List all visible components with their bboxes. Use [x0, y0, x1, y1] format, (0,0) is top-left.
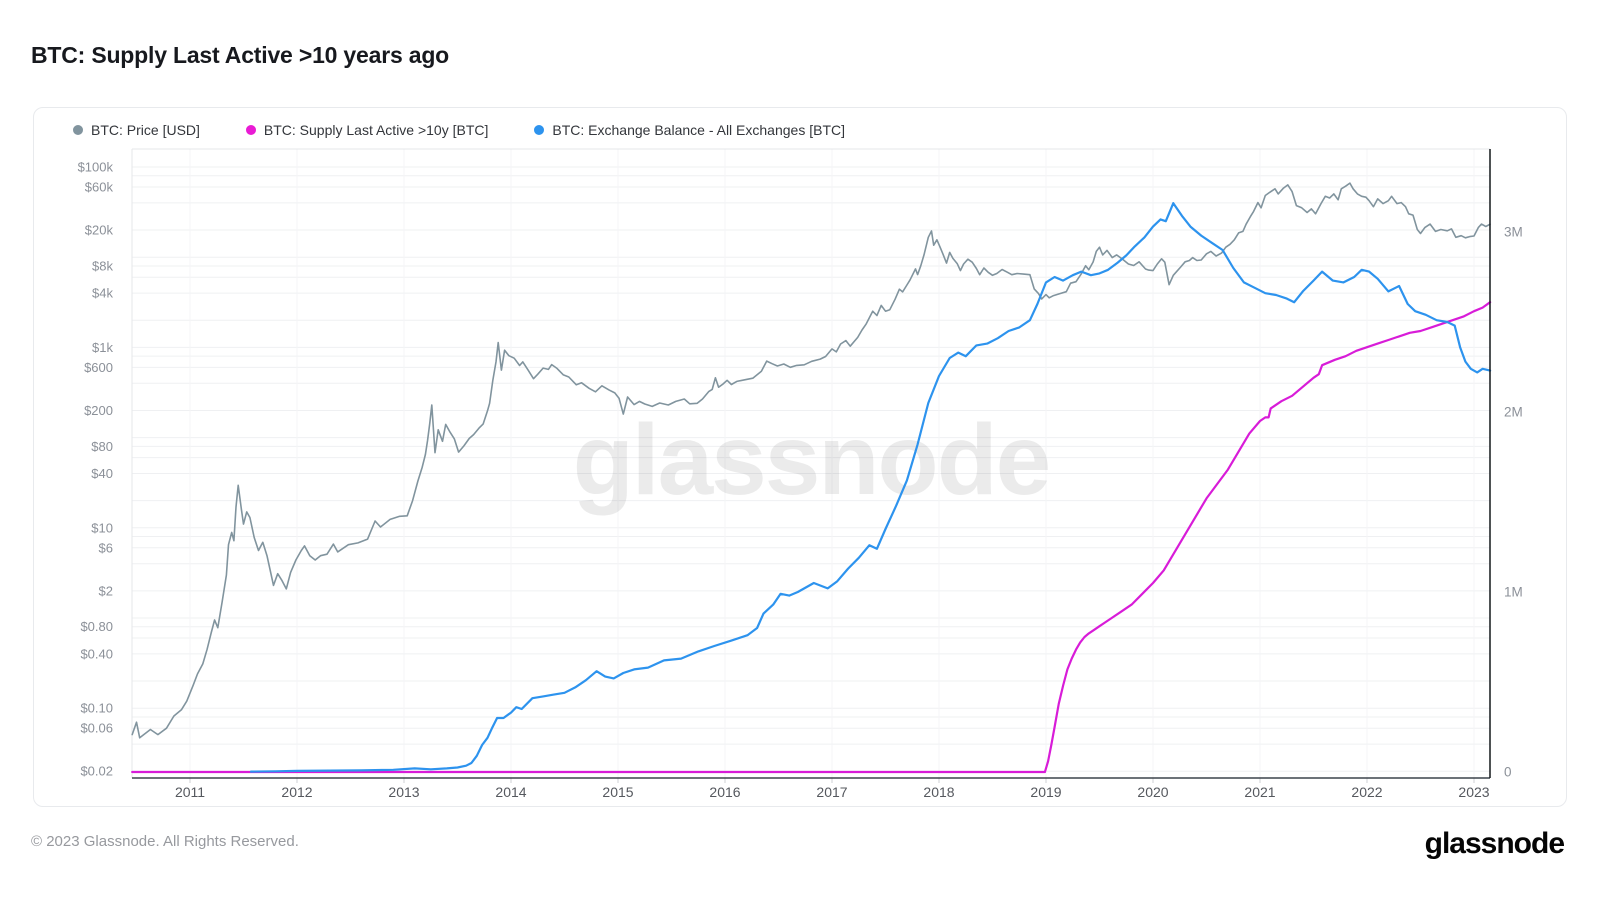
x-tick-label: 2017 [816, 784, 847, 800]
x-tick-label: 2018 [923, 784, 954, 800]
x-tick-label: 2016 [709, 784, 740, 800]
x-tick-label: 2023 [1458, 784, 1489, 800]
y-left-tick-label: $200 [84, 403, 113, 418]
x-tick-label: 2012 [281, 784, 312, 800]
y-left-tick-label: $4k [92, 286, 113, 301]
legend-item-price[interactable]: BTC: Price [USD] [73, 122, 200, 138]
y-right-tick-label: 0 [1504, 765, 1512, 780]
legend-item-supply[interactable]: BTC: Supply Last Active >10y [BTC] [245, 122, 489, 138]
x-tick-label: 2022 [1351, 784, 1382, 800]
supply-series-line [131, 301, 1492, 774]
exchange-series-dot-icon [534, 125, 545, 135]
x-tick-label: 2020 [1137, 784, 1168, 800]
y-left-tick-label: $80 [91, 439, 113, 454]
x-tick-label: 2019 [1030, 784, 1061, 800]
chart-legend: BTC: Price [USD] BTC: Supply Last Active… [73, 122, 845, 138]
price-series-dot-icon [73, 125, 83, 135]
y-left-tick-label: $600 [84, 360, 113, 375]
y-right-tick-label: 1M [1504, 585, 1523, 600]
price-series-line [131, 182, 1491, 739]
chart-plot-area[interactable]: glassnode $100k $60k $20k $8k $4k $1k $600 $200 $… [34, 108, 1566, 806]
y-left-tick-label: $10 [91, 520, 113, 535]
y-left-tick-label: $100k [78, 160, 114, 175]
chart-card: BTC: Price [USD] BTC: Supply Last Active… [33, 107, 1567, 807]
glassnode-watermark: glassnode [573, 404, 1050, 516]
y-left-tick-label: $0.06 [80, 721, 113, 736]
legend-item-exchange-balance[interactable]: BTC: Exchange Balance - All Exchanges [B… [534, 122, 845, 138]
x-tick-label: 2021 [1244, 784, 1275, 800]
page-title: BTC: Supply Last Active >10 years ago [31, 42, 450, 68]
x-tick-label: 2011 [175, 784, 205, 800]
x-tick-label: 2013 [388, 784, 419, 800]
legend-label: BTC: Price [USD] [91, 122, 200, 138]
y-left-tick-label: $40 [91, 466, 113, 481]
glassnode-logo[interactable]: glassnode [1424, 827, 1565, 860]
y-left-tick-label: $0.02 [80, 764, 113, 779]
x-tick-label: 2014 [495, 784, 526, 800]
footer-copyright: © 2023 Glassnode. All Rights Reserved. [31, 833, 299, 850]
legend-label: BTC: Exchange Balance - All Exchanges [B… [552, 122, 845, 138]
y-left-tick-label: $1k [92, 340, 113, 355]
y-left-tick-label: $2 [99, 583, 113, 598]
y-right-tick-label: 2M [1504, 405, 1523, 420]
y-left-tick-label: $8k [92, 258, 113, 273]
exchange-series-line [249, 202, 1492, 773]
y-left-tick-label: $60k [85, 180, 114, 195]
supply-series-dot-icon [245, 125, 256, 135]
y-left-tick-label: $6 [99, 540, 113, 555]
y-left-tick-label: $20k [85, 223, 114, 238]
y-left-tick-label: $0.40 [80, 646, 113, 661]
legend-label: BTC: Supply Last Active >10y [BTC] [263, 122, 489, 138]
y-left-tick-label: $0.10 [80, 701, 113, 716]
x-tick-label: 2015 [602, 784, 633, 800]
y-left-tick-label: $0.80 [80, 619, 113, 634]
y-right-tick-label: 3M [1504, 225, 1523, 240]
